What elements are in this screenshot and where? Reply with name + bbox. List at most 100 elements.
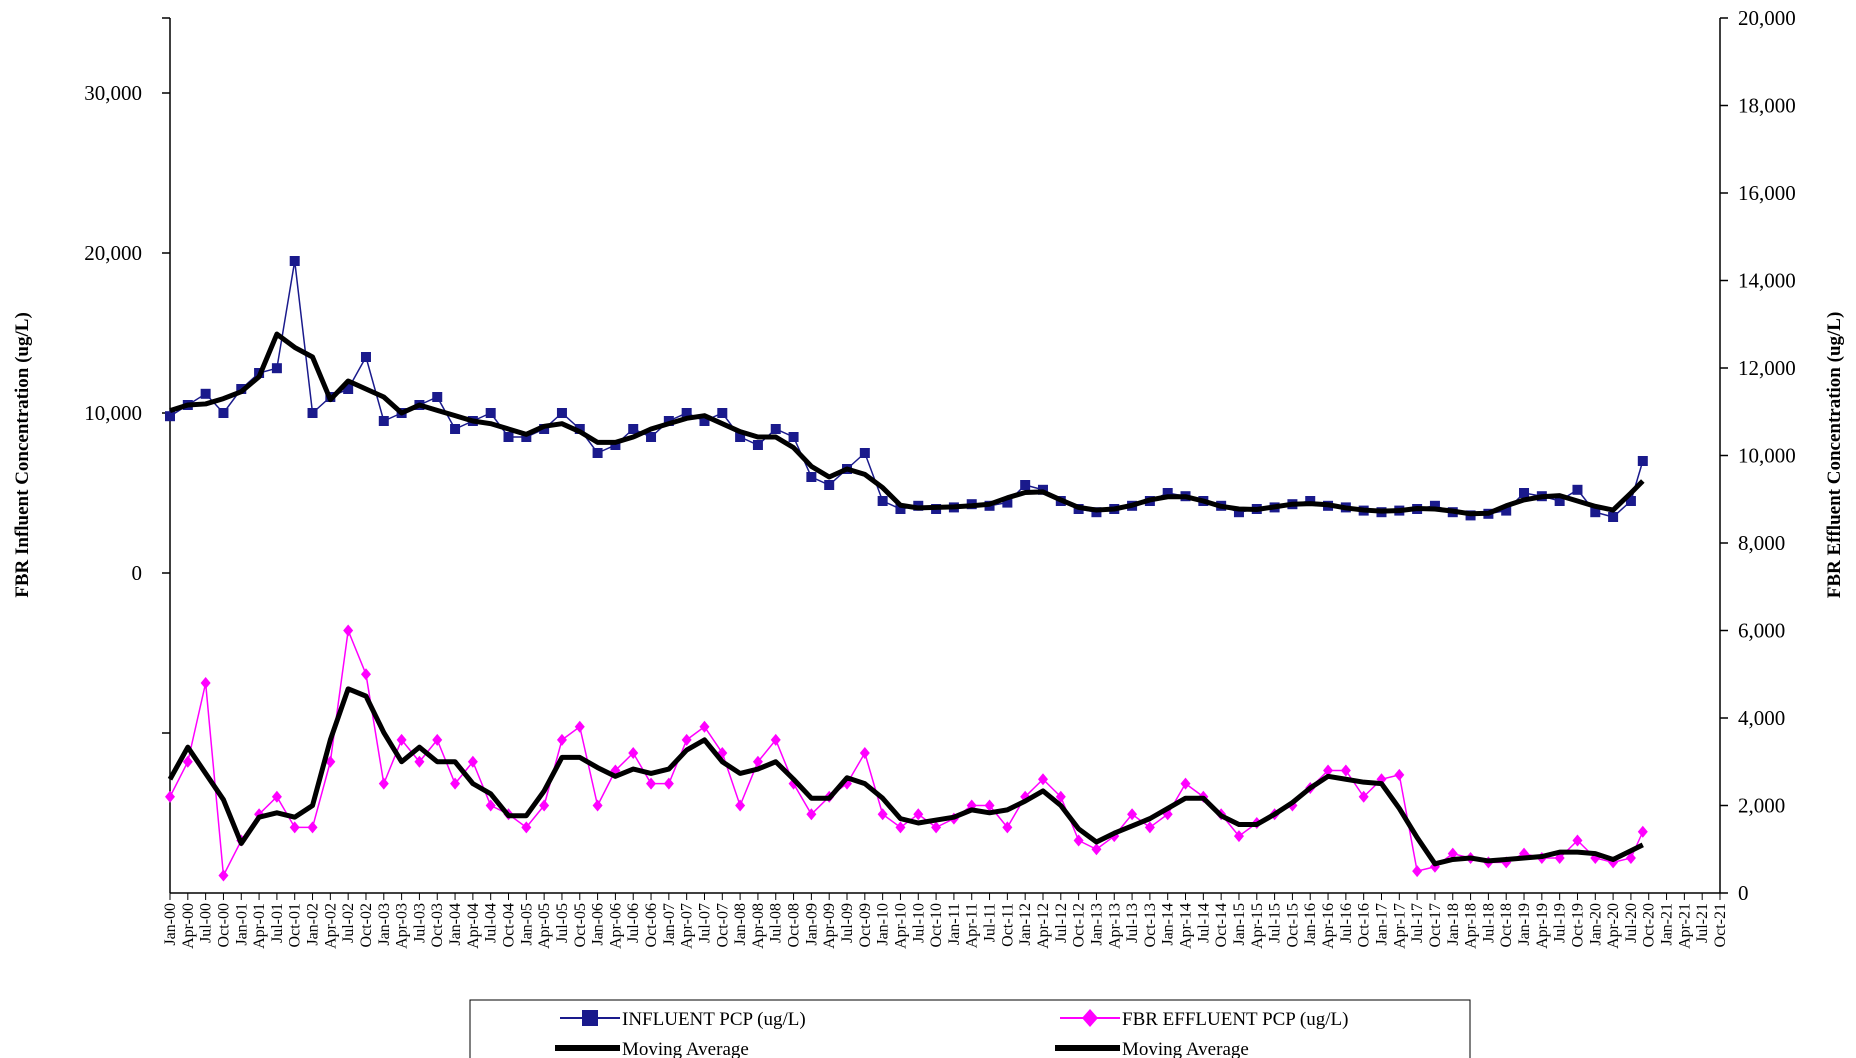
effluent-point bbox=[307, 821, 318, 834]
effluent-point bbox=[699, 720, 710, 733]
left-tick-label: 30,000 bbox=[84, 81, 142, 105]
x-tick-label: Jul-18 bbox=[1480, 903, 1497, 943]
x-tick-label: Jul-04 bbox=[483, 903, 500, 943]
x-tick-label: Jul-11 bbox=[982, 903, 999, 942]
x-tick-label: Jan-00 bbox=[162, 903, 179, 946]
x-tick-label: Apr-07 bbox=[679, 903, 696, 949]
x-tick-label: Jan-06 bbox=[590, 903, 607, 946]
x-tick-label: Apr-01 bbox=[251, 903, 268, 949]
x-tick-label: Jul-15 bbox=[1267, 903, 1284, 943]
x-tick-label: Apr-14 bbox=[1178, 903, 1195, 949]
x-tick-label: Apr-13 bbox=[1106, 903, 1123, 949]
right-tick-label: 20,000 bbox=[1738, 6, 1796, 30]
effluent-point bbox=[931, 821, 942, 834]
x-tick-label: Apr-12 bbox=[1035, 903, 1052, 949]
effluent-point bbox=[1073, 834, 1084, 847]
x-tick-label: Jan-21 bbox=[1659, 903, 1676, 946]
right-tick-label: 18,000 bbox=[1738, 94, 1796, 118]
effluent-point bbox=[467, 755, 478, 768]
x-tick-label: Apr-16 bbox=[1320, 903, 1337, 949]
x-tick-label: Oct-17 bbox=[1427, 903, 1444, 947]
x-tick-label: Jan-15 bbox=[1231, 903, 1248, 946]
influent-point bbox=[1233, 507, 1244, 518]
effluent-point bbox=[663, 777, 674, 790]
x-tick-label: Jan-08 bbox=[732, 903, 749, 946]
influent-point bbox=[770, 424, 781, 434]
effluent-point bbox=[1447, 847, 1458, 860]
x-tick-label: Jan-18 bbox=[1445, 903, 1462, 946]
influent-point bbox=[681, 408, 692, 418]
x-tick-label: Apr-19 bbox=[1534, 903, 1551, 949]
influent-point bbox=[1625, 496, 1636, 506]
x-tick-label: Jul-09 bbox=[839, 903, 856, 943]
effluent-point bbox=[218, 869, 229, 882]
effluent-point bbox=[574, 720, 585, 733]
legend-item-effluent: FBR EFFLUENT PCP (ug/L) bbox=[1060, 1009, 1348, 1030]
effluent-point bbox=[1127, 808, 1138, 821]
effluent-point bbox=[877, 808, 888, 821]
x-tick-label: Jul-00 bbox=[198, 903, 215, 943]
influent-point bbox=[289, 256, 300, 266]
x-tick-label: Apr-21 bbox=[1676, 903, 1693, 949]
effluent-point bbox=[182, 755, 193, 768]
effluent-point bbox=[289, 821, 300, 834]
effluent-point bbox=[1055, 790, 1066, 803]
influent-point bbox=[343, 384, 354, 394]
influent-point bbox=[360, 352, 371, 362]
x-tick-label: Oct-02 bbox=[358, 903, 375, 947]
x-tick-label: Oct-19 bbox=[1569, 903, 1586, 947]
x-tick-label: Jan-13 bbox=[1088, 903, 1105, 946]
influent-point bbox=[450, 424, 461, 434]
x-tick-label: Jan-05 bbox=[518, 903, 535, 946]
influent-point bbox=[806, 472, 817, 482]
x-tick-label: Apr-10 bbox=[892, 903, 909, 949]
effluent-point bbox=[378, 777, 389, 790]
x-tick-label: Oct-05 bbox=[572, 903, 589, 947]
influent-point bbox=[646, 432, 657, 442]
influent-point bbox=[824, 480, 835, 490]
x-tick-label: Apr-06 bbox=[607, 903, 624, 949]
x-tick-label: Apr-11 bbox=[964, 903, 981, 948]
influent-point bbox=[1501, 505, 1512, 516]
effluent-point bbox=[396, 733, 407, 746]
x-tick-label: Apr-18 bbox=[1463, 903, 1480, 949]
x-tick-label: Apr-17 bbox=[1391, 903, 1408, 949]
x-tick-label: Jan-17 bbox=[1373, 903, 1390, 946]
effluent-point bbox=[1340, 764, 1351, 777]
legend-item-ma-2: Moving Average bbox=[1055, 1039, 1249, 1058]
effluent-point bbox=[1091, 843, 1102, 856]
x-tick-label: Oct-00 bbox=[215, 903, 232, 947]
influent-point bbox=[788, 432, 799, 442]
x-tick-label: Jan-16 bbox=[1302, 903, 1319, 946]
influent-point bbox=[663, 416, 674, 426]
x-tick-label: Jan-12 bbox=[1017, 903, 1034, 946]
x-tick-label: Oct-13 bbox=[1142, 903, 1159, 947]
influent-point bbox=[1554, 496, 1565, 506]
effluent-point bbox=[1323, 764, 1334, 777]
x-tick-label: Jul-08 bbox=[768, 903, 785, 943]
x-tick-label: Jul-01 bbox=[269, 903, 286, 943]
x-tick-label: Jan-19 bbox=[1516, 903, 1533, 946]
influent-point bbox=[610, 440, 621, 450]
effluent-point bbox=[521, 821, 532, 834]
influent-point bbox=[628, 424, 639, 434]
influent-point bbox=[1572, 484, 1583, 495]
effluent-point bbox=[984, 799, 995, 812]
x-tick-label: Jan-20 bbox=[1587, 903, 1604, 946]
series-line bbox=[169, 260, 1644, 518]
moving-average-influent bbox=[169, 331, 1645, 517]
x-tick-label: Jan-02 bbox=[305, 903, 322, 946]
influent-point bbox=[556, 408, 567, 418]
effluent-point bbox=[859, 747, 870, 759]
legend-box bbox=[469, 999, 1471, 1058]
x-tick-label: Oct-14 bbox=[1213, 903, 1230, 947]
effluent-point bbox=[1358, 790, 1369, 803]
x-tick-label: Apr-09 bbox=[821, 903, 838, 949]
influent-point bbox=[432, 392, 443, 402]
series-effluent bbox=[165, 624, 1648, 882]
influent-point bbox=[218, 408, 229, 418]
influent-point bbox=[503, 432, 514, 442]
legend-item-ma-1: Moving Average bbox=[555, 1039, 749, 1058]
influent-point bbox=[717, 408, 728, 418]
effluent-point bbox=[1412, 865, 1423, 878]
